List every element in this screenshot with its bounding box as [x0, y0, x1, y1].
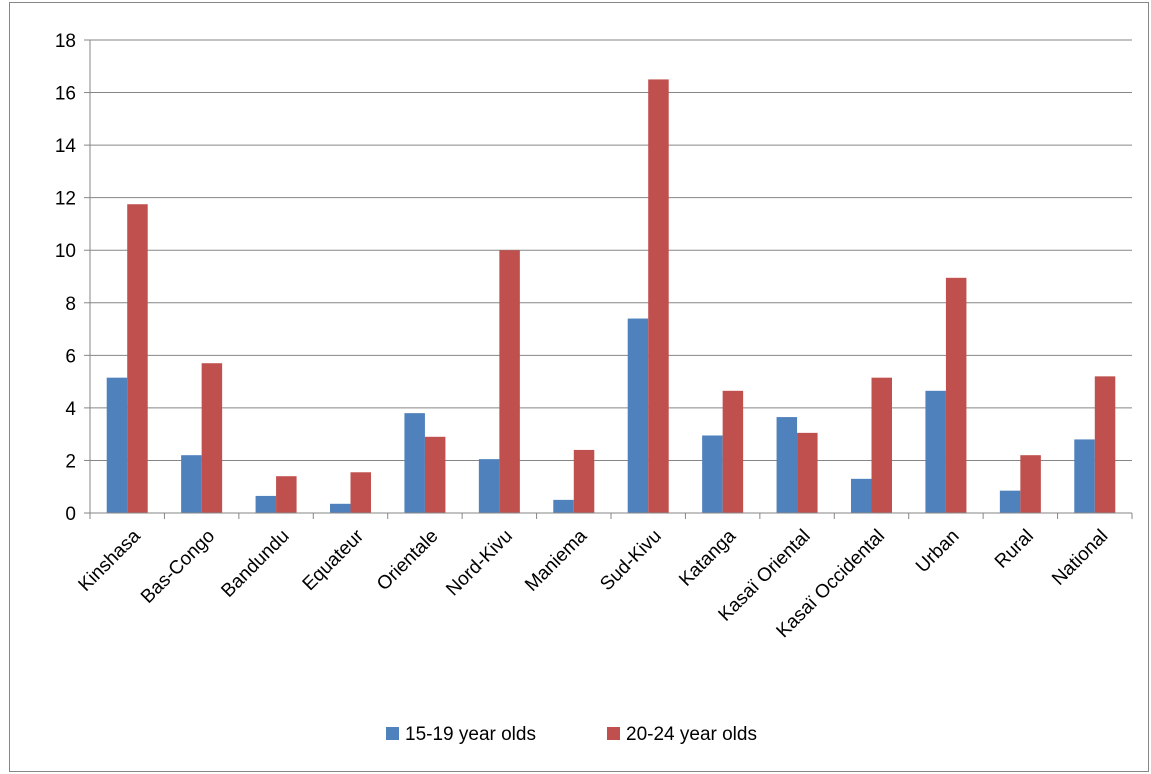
y-tick-label: 4 — [65, 399, 76, 420]
bar-series1 — [776, 417, 798, 513]
x-tick-label: Rural — [991, 526, 1038, 573]
bar-series2 — [350, 472, 371, 513]
bar-series2 — [797, 432, 818, 513]
x-tick-label: National — [1048, 526, 1112, 590]
bar-series1 — [553, 499, 574, 513]
bar-series1 — [1074, 439, 1095, 513]
y-tick-label: 0 — [65, 504, 76, 525]
bar-series1 — [330, 503, 351, 513]
bar-series1 — [851, 478, 872, 513]
bar-series2 — [573, 449, 595, 513]
legend: 15-19 year olds 20-24 year olds — [386, 724, 757, 745]
x-tick-label: Kinshasa — [75, 525, 145, 595]
bar-chart: 0 2 4 6 8 10 12 14 16 18 KinshasaBas-CongoBandund… — [55, 31, 1133, 745]
chart-area: 0 2 4 6 8 10 12 14 16 18 Kinshasa Bas-Congo Bandund… — [9, 2, 1149, 772]
bar-series1 — [255, 495, 277, 513]
bar-series2 — [127, 204, 148, 513]
y-tick-label: 18 — [55, 31, 76, 52]
y-tick-label: 2 — [65, 451, 76, 472]
bar-series2 — [648, 79, 669, 514]
bar-series1 — [627, 318, 649, 513]
x-tick-label: Equateur — [299, 525, 369, 595]
x-tick-label: Orientale — [373, 526, 442, 595]
legend-swatch-2 — [607, 727, 620, 740]
bar-series2 — [1094, 376, 1116, 513]
y-tick-labels: 0 2 4 6 8 10 12 14 16 18 — [55, 31, 77, 525]
bar-series1 — [181, 455, 202, 513]
x-tick-label: Katanga — [675, 525, 740, 590]
y-tick-label: 8 — [65, 294, 76, 315]
bars — [106, 79, 1116, 514]
bar-series2 — [276, 476, 297, 513]
bar-series1 — [404, 413, 425, 513]
x-tick-label: Bandundu — [217, 526, 293, 602]
y-tick-label: 10 — [55, 241, 76, 262]
x-tick-label: Urban — [912, 526, 963, 577]
bar-series1 — [999, 490, 1021, 513]
bar-series1 — [702, 435, 723, 513]
legend-label-2: 20-24 year olds — [626, 724, 757, 745]
x-tick-label: Bas-Congo — [137, 526, 219, 608]
y-tick-label: 6 — [65, 346, 76, 367]
axes — [89, 40, 1133, 519]
legend-swatch-1 — [386, 727, 399, 740]
y-tick-label: 16 — [55, 84, 76, 105]
x-tick-label: Sud-Kivu — [596, 526, 665, 595]
bar-series1 — [478, 459, 500, 513]
gridlines — [84, 39, 1132, 514]
bar-series2 — [201, 363, 223, 513]
bar-series2 — [722, 390, 744, 513]
bar-series2 — [871, 377, 892, 513]
x-tick-label: Nord-Kivu — [442, 526, 517, 601]
bar-series2 — [945, 277, 967, 513]
y-tick-label: 12 — [55, 189, 76, 210]
bar-series1 — [106, 377, 128, 513]
bar-series1 — [925, 390, 946, 513]
bar-series2 — [424, 436, 446, 513]
legend-label-1: 15-19 year olds — [405, 724, 536, 745]
bar-series2 — [1020, 455, 1041, 513]
y-tick-label: 14 — [55, 136, 77, 157]
bar-series2 — [499, 250, 520, 513]
x-tick-label: Maniema — [521, 525, 591, 595]
